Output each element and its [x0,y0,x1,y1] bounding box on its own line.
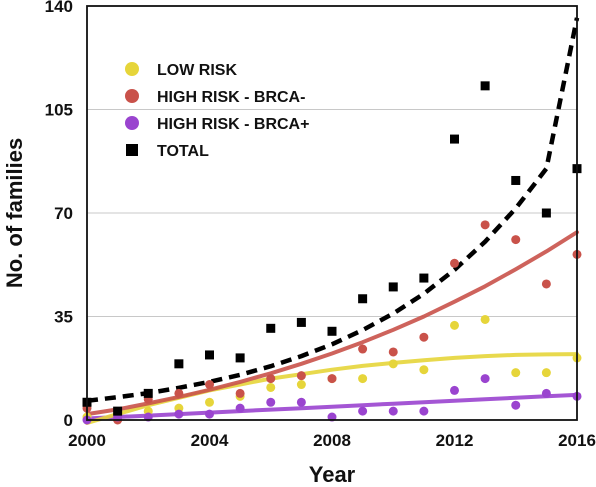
y-tick-label: 105 [45,101,73,120]
data-point [113,406,123,416]
data-point [358,344,368,354]
data-point [419,273,429,283]
data-point [266,382,276,392]
data-point [419,406,429,416]
trend-line [85,392,579,421]
legend-label: HIGH RISK - BRCA+ [157,116,309,133]
data-point [480,81,490,91]
x-tick-label: 2000 [68,431,106,450]
legend-label: TOTAL [157,143,209,160]
data-point [266,397,276,407]
data-point [174,409,184,419]
data-point [450,134,459,144]
legend-marker [126,144,138,156]
y-tick-label: 35 [54,308,73,327]
data-point [541,388,551,398]
data-point [143,388,153,398]
grid [87,109,577,317]
data-point [205,397,214,407]
data-point [388,406,398,416]
data-point [480,220,490,230]
data-point [480,374,490,384]
data-point [327,374,337,384]
data-point [327,326,337,336]
data-point [174,388,184,398]
x-tick-label: 2008 [313,431,351,450]
data-point [205,350,214,360]
data-point [266,374,276,384]
plot-frame [86,5,578,421]
x-tick-label: 2004 [191,431,229,450]
data-point [511,175,521,185]
y-tick-label: 0 [64,411,73,430]
data-point [541,208,551,218]
data-point [511,400,521,410]
data-point [358,294,368,304]
data-point [419,365,429,375]
data-point [358,374,368,384]
trend-lines [85,17,580,425]
data-points [82,81,582,425]
data-point [388,282,398,292]
y-axis-label: No. of families [2,138,27,288]
legend-marker [125,89,139,103]
data-point [511,368,521,378]
data-point [174,359,184,369]
trend-line [85,230,579,417]
data-point [358,406,368,416]
data-point [450,385,459,395]
legend-label: LOW RISK [157,62,237,79]
x-axis-label: Year [309,462,356,487]
y-tick-label: 140 [45,0,73,16]
data-point [419,332,429,342]
data-point [205,380,214,390]
data-point [511,235,521,245]
x-tick-label: 2012 [436,431,474,450]
legend: LOW RISK HIGH RISK - BRCA- HIGH RISK - BRC… [125,62,309,160]
data-point [541,279,551,289]
data-point [450,258,459,268]
legend-label: HIGH RISK - BRCA- [157,89,305,106]
data-point [235,403,245,413]
data-point [205,409,214,419]
data-point [296,371,306,381]
data-point [296,317,306,327]
legend-marker [125,62,139,76]
y-tick-label: 70 [54,204,73,223]
data-point [235,388,245,398]
trend-line [86,17,580,404]
data-point [296,397,306,407]
data-point [235,353,245,363]
data-point [296,380,306,390]
data-point [450,320,459,330]
data-point [388,347,398,357]
data-point [541,368,551,378]
data-point [266,323,276,333]
data-point [388,359,398,369]
data-point [480,314,490,324]
y-tick-labels: 0 35 70 105 140 [45,0,73,430]
x-tick-labels: 2000 2004 2008 2012 2016 [68,431,596,450]
x-tick-label: 2016 [558,431,596,450]
legend-marker [125,116,139,130]
